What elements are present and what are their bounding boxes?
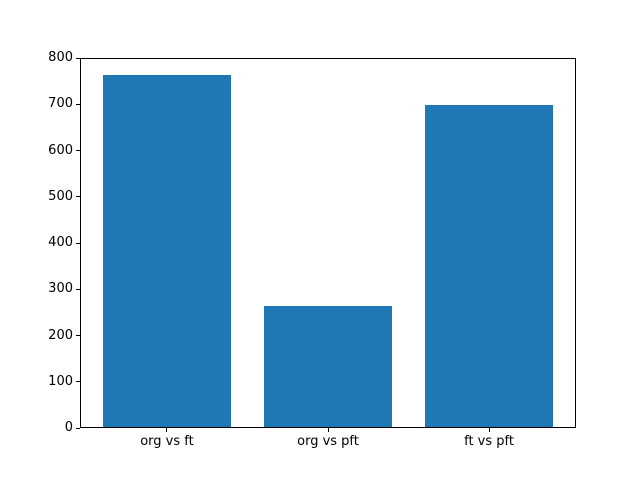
bar-org-vs-ft: [102, 75, 232, 427]
y-tick-mark: [76, 150, 80, 151]
x-tick-label: ft vs pft: [464, 434, 514, 449]
y-tick-mark: [76, 57, 80, 59]
y-tick-label: 100: [48, 373, 73, 389]
y-tick-mark: [76, 381, 80, 383]
y-tick-label: 700: [48, 96, 73, 112]
y-tick-label: 800: [48, 50, 73, 65]
y-tick-mark: [76, 288, 80, 290]
y-tick-label: 500: [48, 188, 73, 204]
y-tick-label: 0: [64, 420, 73, 435]
y-tick-mark: [76, 427, 80, 429]
x-tick-mark: [488, 428, 490, 432]
bar-ft-vs-pft: [424, 105, 554, 427]
x-tick-mark: [327, 428, 329, 432]
y-tick-mark: [76, 242, 80, 244]
x-tick-label: org vs pft: [297, 434, 359, 449]
x-tick-label: org vs ft: [140, 434, 194, 449]
y-tick-label: 400: [48, 235, 73, 250]
y-tick-label: 300: [48, 281, 73, 297]
y-tick-label: 600: [48, 142, 73, 158]
x-tick-mark: [166, 428, 168, 432]
y-tick-label: 200: [48, 327, 73, 343]
plot-area: [80, 58, 576, 428]
bar-org-vs-pft: [263, 305, 393, 427]
y-tick-mark: [76, 335, 80, 336]
y-tick-mark: [76, 103, 80, 105]
y-tick-mark: [76, 196, 80, 198]
